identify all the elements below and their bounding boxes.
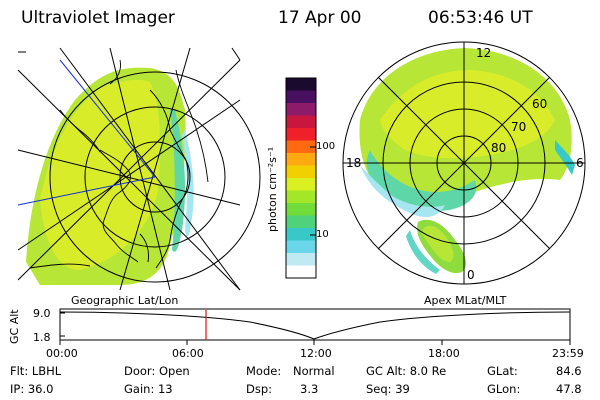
lat-label-60: 60 <box>532 97 548 111</box>
time-tick-2359: 23:59 <box>552 347 584 360</box>
colorbar-segment <box>286 253 316 266</box>
glon-label: GLon: <box>487 382 521 396</box>
date-label: 17 Apr 00 <box>278 8 362 28</box>
gain-info: Gain: 13 <box>124 382 173 396</box>
colorbar-segment <box>286 228 316 241</box>
colorbar-border <box>285 77 317 279</box>
colorbar-tick-100: 100 <box>316 141 336 152</box>
colorbar-segment <box>286 265 316 279</box>
apex-label: Apex MLat/MLT <box>424 294 507 307</box>
time-tick-1800: 18:00 <box>428 347 460 360</box>
colorbar-segment <box>286 178 316 191</box>
time-tick-0000: 00:00 <box>46 347 78 360</box>
colorbar-unit-label: photon cm⁻²s⁻¹ <box>266 146 279 232</box>
ip-info: IP: 36.0 <box>10 382 54 396</box>
mlt-label-bottom: 0 <box>467 268 475 282</box>
seq-info: Seq: 39 <box>366 382 410 396</box>
mode-value: Normal <box>293 364 335 378</box>
lat-label-70: 70 <box>511 120 527 134</box>
colorbar-segment <box>286 153 316 166</box>
time-tick-0600: 06:00 <box>172 347 204 360</box>
geographic-label: Geographic Lat/Lon <box>71 294 179 307</box>
glat-value: 84.6 <box>556 364 582 378</box>
lat-label-80: 80 <box>491 141 507 155</box>
colorbar-segment <box>286 128 316 141</box>
mode-label: Mode: <box>246 364 282 378</box>
colorbar-segment <box>286 103 316 116</box>
filter-info: Flt: LBHL <box>10 364 62 378</box>
colorbar-segment <box>286 240 316 254</box>
mlt-label-right: 6 <box>576 156 584 170</box>
mlt-label-top: 12 <box>476 46 492 60</box>
altitude-tick-low: 1.8 <box>33 331 51 344</box>
dsp-value: 3.3 <box>300 382 319 396</box>
altitude-tick-high: 9.0 <box>33 307 51 320</box>
colorbar-segment <box>286 190 316 204</box>
time-label: 06:53:46 UT <box>428 8 533 28</box>
time-tick-1200: 12:00 <box>300 347 332 360</box>
colorbar-segment <box>286 140 316 154</box>
glat-label: GLat: <box>487 364 518 378</box>
gc-alt-info: GC Alt: 8.0 Re <box>366 364 447 378</box>
door-info: Door: Open <box>124 364 190 378</box>
colorbar-segment <box>286 90 316 104</box>
colorbar <box>285 77 317 279</box>
colorbar-segment <box>286 203 316 216</box>
dsp-label: Dsp: <box>246 382 273 396</box>
app-title: Ultraviolet Imager <box>21 8 175 28</box>
colorbar-segment <box>286 115 316 129</box>
colorbar-segment <box>286 215 316 229</box>
glon-value: 47.8 <box>556 382 582 396</box>
altitude-axis-label: GC Alt <box>8 309 21 344</box>
mlt-label-left: 18 <box>346 156 362 170</box>
colorbar-tick-10: 10 <box>316 229 329 240</box>
colorbar-segment <box>286 165 316 179</box>
colorbar-segment <box>286 78 316 91</box>
